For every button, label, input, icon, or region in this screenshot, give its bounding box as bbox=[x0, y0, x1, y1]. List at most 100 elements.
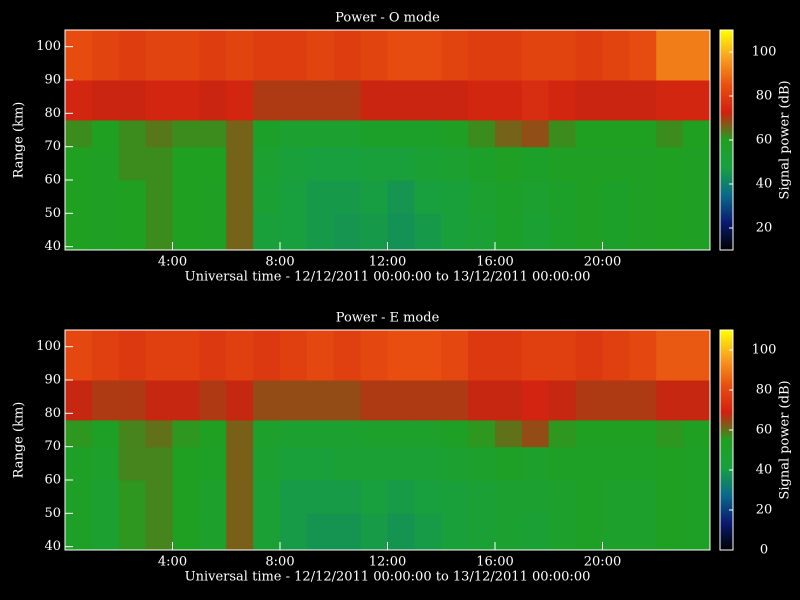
heat-cell bbox=[495, 420, 523, 448]
heat-cell bbox=[253, 330, 281, 381]
heat-cell bbox=[333, 380, 362, 421]
heat-cell bbox=[226, 420, 254, 448]
heat-cell bbox=[468, 80, 496, 121]
heat-cell bbox=[575, 180, 603, 214]
heat-cell bbox=[548, 213, 577, 251]
heat-cell bbox=[468, 146, 496, 181]
x-tick-label: 20:00 bbox=[584, 255, 621, 270]
heat-cell bbox=[521, 513, 550, 551]
heat-cell bbox=[656, 80, 684, 121]
heat-cell bbox=[495, 180, 523, 214]
heat-cell bbox=[441, 330, 469, 381]
heat-cell bbox=[521, 380, 550, 421]
heat-cell bbox=[441, 180, 469, 214]
heat-cell bbox=[387, 480, 415, 514]
heat-cell bbox=[145, 420, 173, 448]
heat-cell bbox=[333, 420, 362, 448]
heat-cell bbox=[387, 380, 415, 421]
chart-title: Power - O mode bbox=[335, 11, 440, 26]
heat-cell bbox=[602, 513, 630, 551]
heat-cell bbox=[118, 80, 147, 121]
y-tick-label: 80 bbox=[44, 106, 61, 121]
heat-cell bbox=[91, 420, 120, 448]
heat-cell bbox=[145, 330, 173, 381]
y-tick-label: 50 bbox=[44, 206, 61, 221]
x-tick-label: 12:00 bbox=[369, 255, 406, 270]
colorbar-tick-label: 0 bbox=[760, 543, 768, 558]
heat-cell bbox=[91, 380, 120, 421]
heat-cell bbox=[118, 30, 147, 81]
heat-cell bbox=[414, 213, 442, 251]
heat-cell bbox=[306, 420, 335, 448]
heat-cell bbox=[387, 420, 415, 448]
heat-cell bbox=[199, 513, 227, 551]
heat-cell bbox=[602, 213, 630, 251]
heat-cell bbox=[91, 80, 120, 121]
heat-cell bbox=[683, 80, 711, 121]
y-tick-label: 50 bbox=[44, 506, 61, 521]
y-tick-label: 40 bbox=[44, 539, 61, 554]
heat-cell bbox=[602, 420, 630, 448]
heat-cell bbox=[199, 420, 227, 448]
heat-cell bbox=[199, 380, 227, 421]
heat-cell bbox=[602, 446, 630, 481]
heat-cell bbox=[548, 380, 577, 421]
heat-cell bbox=[683, 146, 711, 181]
colorbar-tick-label: 20 bbox=[756, 221, 773, 236]
heat-cell bbox=[656, 180, 684, 214]
heat-cell bbox=[91, 480, 120, 514]
colorbar-tick-label: 80 bbox=[756, 89, 773, 104]
heat-cell bbox=[495, 146, 523, 181]
heat-cell bbox=[656, 146, 684, 181]
heat-cell bbox=[629, 513, 657, 551]
heat-cell bbox=[172, 446, 200, 481]
heat-cell bbox=[172, 380, 200, 421]
heat-cell bbox=[118, 446, 147, 481]
heat-cell bbox=[172, 120, 200, 148]
heat-cell bbox=[118, 480, 147, 514]
heat-cell bbox=[253, 120, 281, 148]
heat-cell bbox=[253, 480, 281, 514]
x-tick-label: 4:00 bbox=[158, 255, 187, 270]
heat-cell bbox=[65, 80, 93, 121]
heat-cell bbox=[280, 180, 308, 214]
heat-cell bbox=[199, 180, 227, 214]
colorbar-tick-label: 60 bbox=[756, 133, 773, 148]
heat-cell bbox=[306, 380, 335, 421]
y-tick-label: 60 bbox=[44, 473, 61, 488]
heat-cell bbox=[172, 480, 200, 514]
heat-cell bbox=[521, 120, 550, 148]
x-tick-label: 16:00 bbox=[476, 255, 513, 270]
heat-cell bbox=[656, 213, 684, 251]
heat-cell bbox=[441, 80, 469, 121]
heat-cell bbox=[656, 30, 684, 81]
heat-cell bbox=[253, 213, 281, 251]
heat-cell bbox=[253, 30, 281, 81]
heat-cell bbox=[575, 80, 603, 121]
heat-cell bbox=[683, 380, 711, 421]
heat-cell bbox=[441, 480, 469, 514]
heat-cell bbox=[441, 446, 469, 481]
heat-cell bbox=[414, 330, 442, 381]
y-tick-label: 100 bbox=[36, 339, 61, 354]
heat-cell bbox=[629, 180, 657, 214]
colorbar-tick-label: 100 bbox=[752, 343, 777, 358]
heat-cell bbox=[548, 80, 577, 121]
heat-cell bbox=[360, 30, 388, 81]
y-tick-label: 40 bbox=[44, 239, 61, 254]
heat-cell bbox=[387, 146, 415, 181]
heat-cell bbox=[280, 80, 308, 121]
heat-cell bbox=[548, 146, 577, 181]
heat-cell bbox=[172, 330, 200, 381]
heat-cell bbox=[333, 120, 362, 148]
colorbar bbox=[719, 329, 734, 551]
heat-cell bbox=[253, 446, 281, 481]
heat-cell bbox=[226, 380, 254, 421]
heat-cell bbox=[91, 30, 120, 81]
heat-cell bbox=[602, 120, 630, 148]
heat-cell bbox=[360, 120, 388, 148]
heat-cell bbox=[656, 513, 684, 551]
heat-cell bbox=[145, 120, 173, 148]
heat-cell bbox=[414, 480, 442, 514]
heat-cell bbox=[145, 380, 173, 421]
